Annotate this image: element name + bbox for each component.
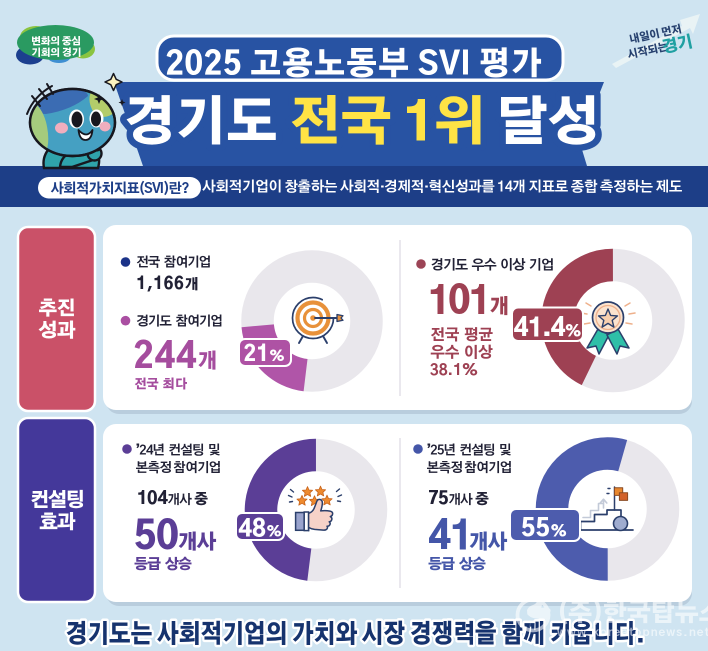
svg-text:사회적가치지표(SVI)란?: 사회적가치지표(SVI)란? (50, 180, 189, 196)
svg-text:효과: 효과 (39, 512, 76, 533)
svg-text:www.koreatopnews.net: www.koreatopnews.net (557, 626, 708, 639)
svg-text:(주)한국탑뉴스: (주)한국탑뉴스 (557, 598, 708, 626)
svg-text:경기도 참여기업: 경기도 참여기업 (136, 314, 222, 329)
svg-text:50개사: 50개사 (134, 518, 217, 557)
svg-text:104개사 중: 104개사 중 (137, 489, 208, 508)
svg-text:경기도 전국 1위 달성: 경기도 전국 1위 달성 (123, 95, 599, 151)
svg-text:’24년 컨설팅 및: ’24년 컨설팅 및 (136, 443, 221, 458)
svg-text:38.1%: 38.1% (430, 363, 478, 379)
svg-text:본측정 참여기업: 본측정 참여기업 (427, 460, 512, 475)
svg-text:48%: 48% (238, 518, 281, 542)
svg-text:사회적기업이 창출하는 사회적·경제적·혁신성과를 14개: 사회적기업이 창출하는 사회적·경제적·혁신성과를 14개 지표로 종합 측정하… (202, 179, 682, 195)
svg-text:기회의 경기: 기회의 경기 (31, 47, 81, 58)
svg-text:추진: 추진 (38, 298, 75, 319)
svg-text:성과: 성과 (38, 320, 75, 341)
svg-text:75개사 중: 75개사 중 (428, 489, 489, 508)
svg-text:경기도 우수 이상 기업: 경기도 우수 이상 기업 (431, 258, 554, 273)
svg-text:전국 참여기업: 전국 참여기업 (136, 255, 210, 270)
svg-text:변화의 중심: 변화의 중심 (31, 36, 81, 47)
svg-text:전국 평균: 전국 평균 (430, 327, 493, 344)
svg-text:전국 최다: 전국 최다 (134, 378, 187, 392)
svg-text:’25년 컨설팅 및: ’25년 컨설팅 및 (427, 443, 512, 458)
svg-text:경기도는 사회적기업의 가치와 시장 경쟁력을 함께 키웁니: 경기도는 사회적기업의 가치와 시장 경쟁력을 함께 키웁니다. (65, 620, 644, 648)
svg-text:등급 상승: 등급 상승 (428, 556, 486, 572)
svg-text:244개: 244개 (134, 340, 217, 375)
svg-text:본측정 참여기업: 본측정 참여기업 (136, 460, 221, 475)
svg-text:2025 고용노동부 SVI 평가: 2025 고용노동부 SVI 평가 (165, 47, 542, 82)
svg-text:등급 상승: 등급 상승 (134, 556, 192, 572)
svg-text:1,166개: 1,166개 (137, 275, 198, 293)
svg-text:우수 이상: 우수 이상 (430, 344, 493, 362)
svg-text:컨설팅: 컨설팅 (30, 490, 83, 511)
